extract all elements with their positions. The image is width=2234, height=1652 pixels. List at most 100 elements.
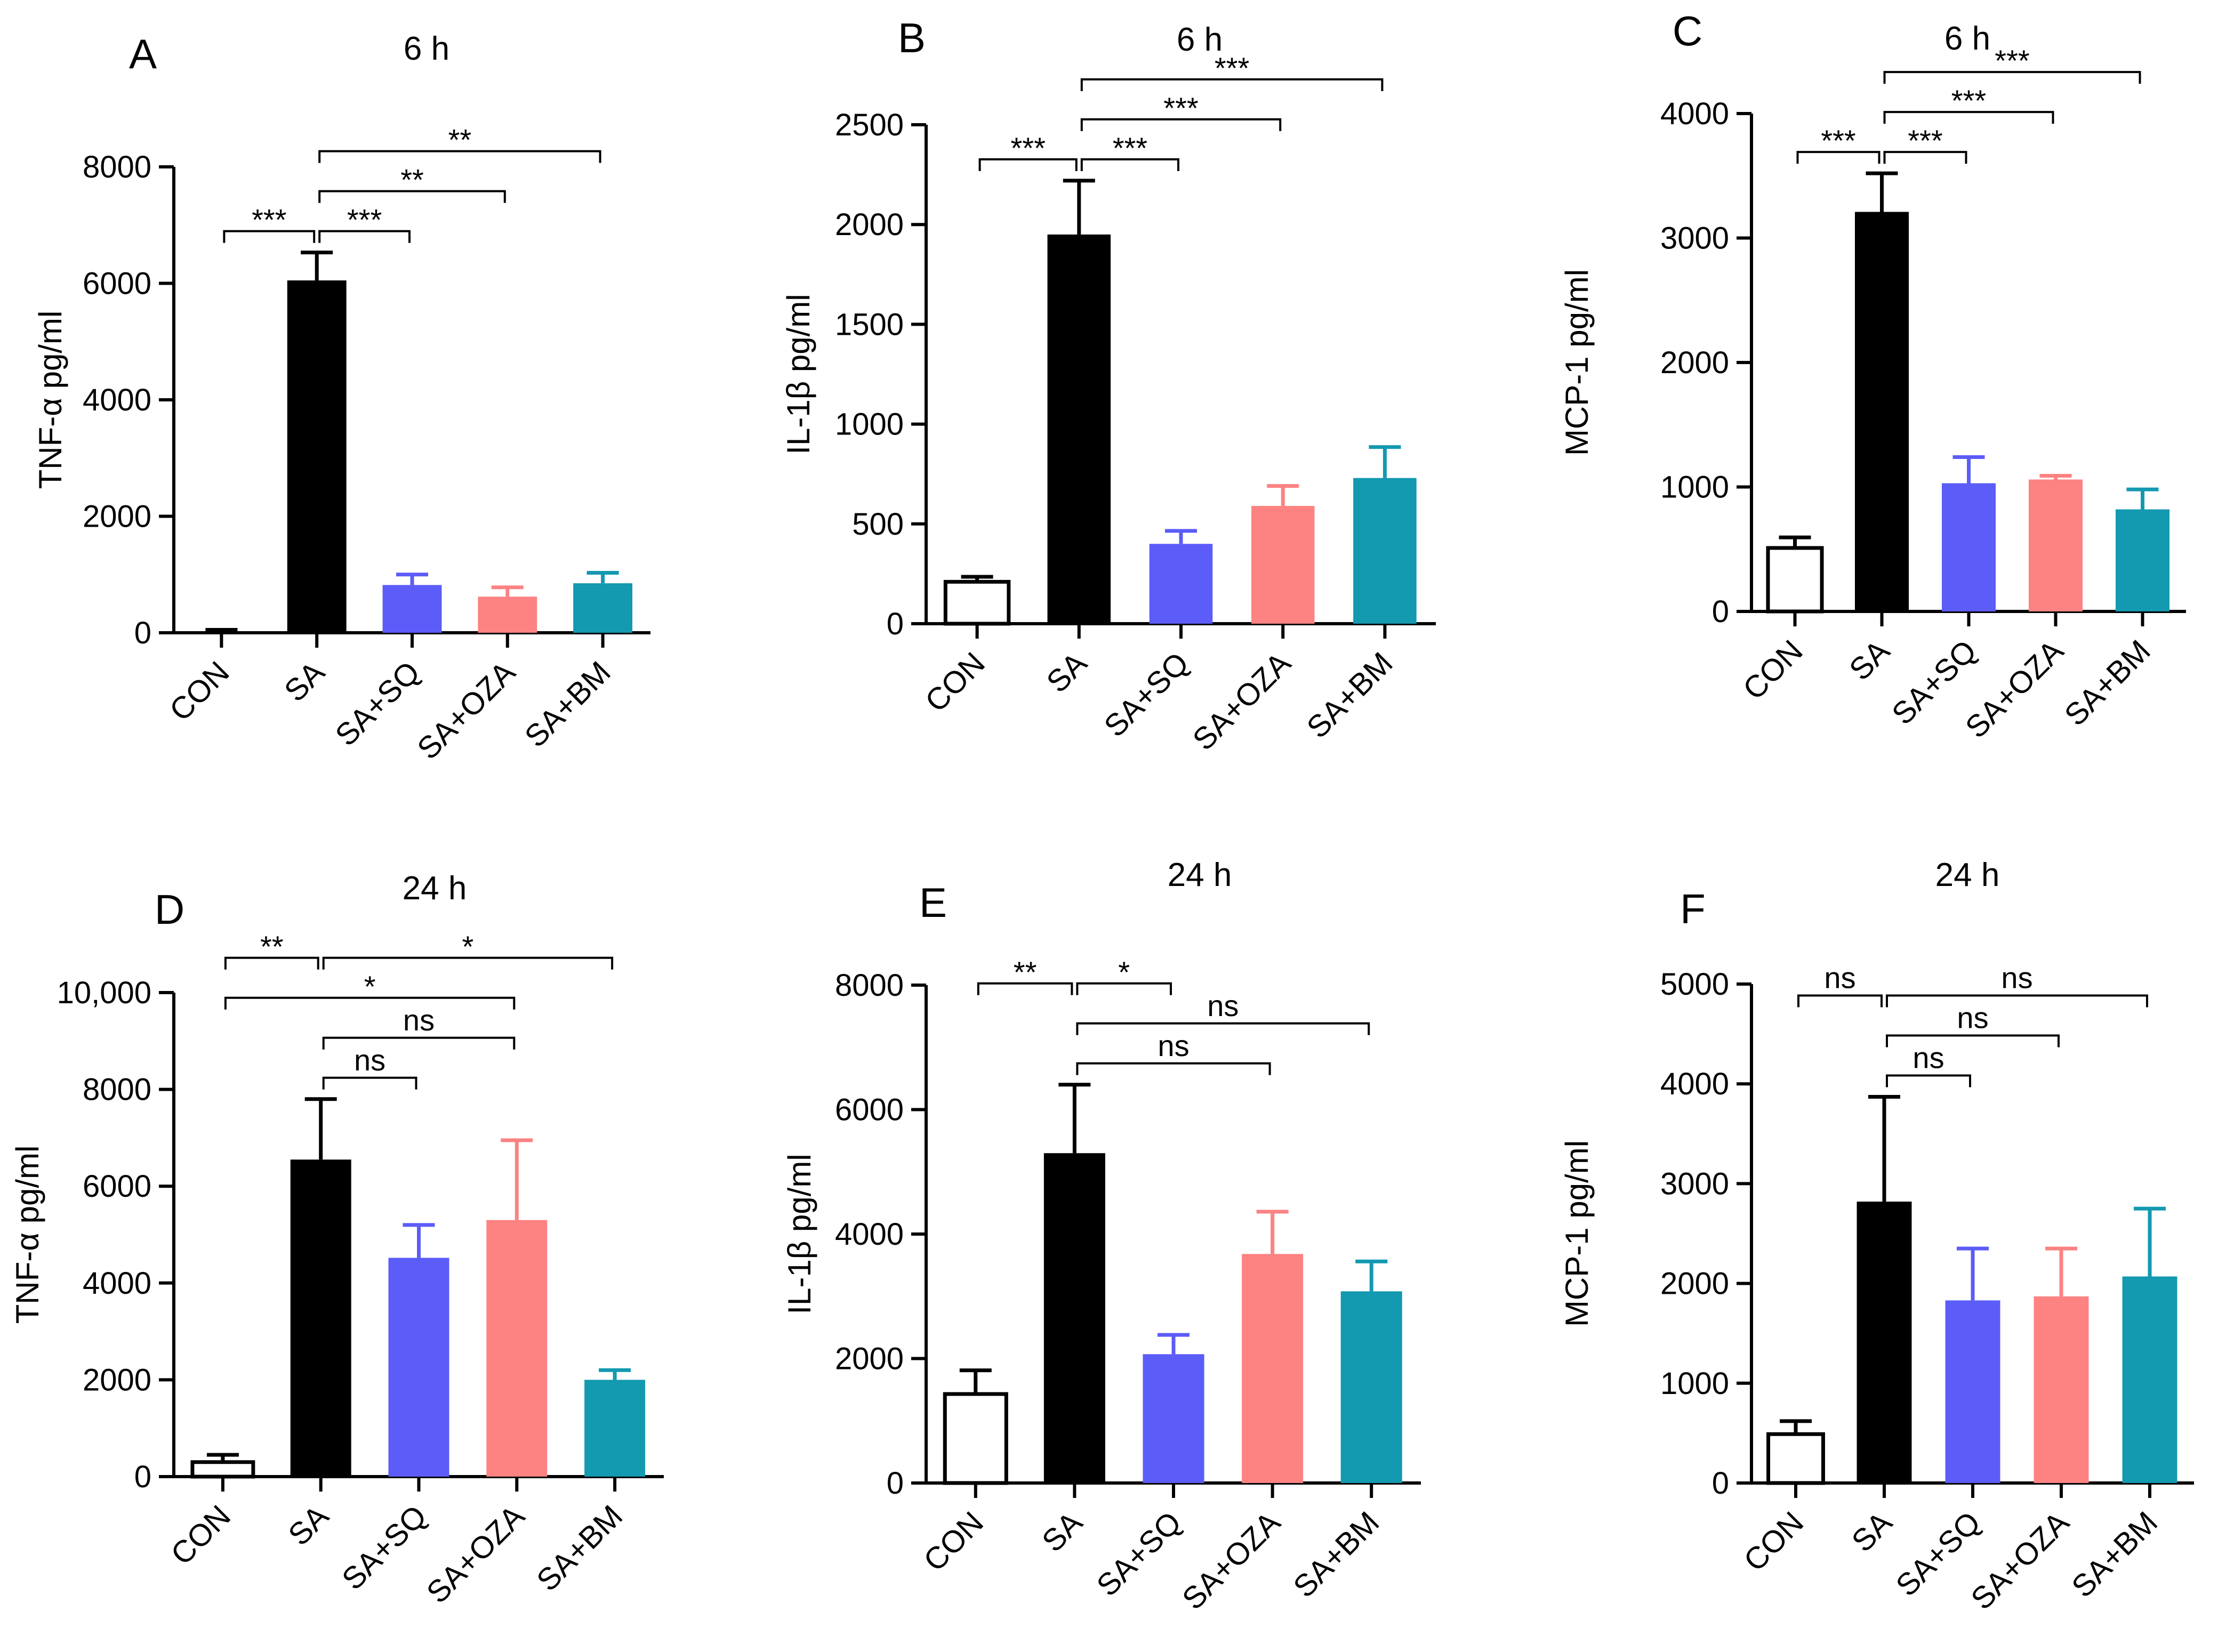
- bar-sa-oza-a: [478, 597, 537, 633]
- panel-b: B 6 h 0 500 1000 1500 2000 2500 IL-1β pg/ml CON SA…: [781, 14, 1436, 757]
- bar-sa-oza-b: [1251, 506, 1315, 624]
- significance-bracket-c: [1883, 111, 2054, 124]
- significance-bracket-e: [1076, 982, 1172, 995]
- x-tick-label-con-b: CON: [919, 646, 992, 719]
- panel-title-e: 24 h: [1168, 857, 1232, 893]
- significance-label-d: ns: [403, 1003, 435, 1037]
- x-tick-label-con-a: CON: [163, 655, 236, 728]
- x-tick-label-sa-bm-b: SA+BM: [1300, 646, 1399, 745]
- y-tick-label-d: 0: [134, 1460, 151, 1494]
- significance-bracket-a: [318, 230, 411, 243]
- x-tick-label-sa-oza-d: SA+OZA: [420, 1498, 532, 1610]
- significance-bracket-d: [224, 996, 516, 1010]
- y-tick-label-f: 1000: [1660, 1366, 1729, 1401]
- significance-label-b: ***: [1215, 51, 1249, 85]
- x-tick-label-con-f: CON: [1737, 1505, 1810, 1578]
- bar-sa-oza-d: [486, 1220, 548, 1477]
- significance-bracket-b: [1080, 78, 1384, 91]
- x-tick-label-sa-bm-f: SA+BM: [2065, 1505, 2164, 1604]
- bar-con-e: [943, 1392, 1008, 1485]
- y-tick-label-d: 8000: [83, 1073, 151, 1107]
- x-tick-label-sa-e: SA: [1035, 1505, 1089, 1559]
- y-tick-label-f: 3000: [1660, 1166, 1729, 1201]
- bar-sa-sq-e: [1143, 1354, 1204, 1483]
- bar-sa-e: [1043, 1153, 1105, 1483]
- bar-sa-oza-e: [1242, 1254, 1304, 1483]
- y-tick-label-d: 2000: [83, 1363, 151, 1397]
- y-axis-label-f: MCP-1 pg/ml: [1559, 1140, 1595, 1327]
- panel-title-a: 6 h: [404, 30, 449, 67]
- y-tick-label-c: 3000: [1660, 221, 1729, 256]
- bar-sa-d: [290, 1159, 351, 1477]
- significance-label-d: *: [462, 930, 474, 963]
- y-tick-label-e: 2000: [835, 1342, 904, 1376]
- panel-title-d: 24 h: [403, 870, 467, 907]
- significance-label-f: ns: [1912, 1041, 1944, 1075]
- bar-sa-c: [1854, 212, 1909, 612]
- significance-label-a: **: [448, 123, 472, 157]
- x-tick-label-sa-bm-e: SA+BM: [1287, 1505, 1386, 1604]
- significance-bracket-c: [1796, 151, 1881, 164]
- panel-letter-c: C: [1673, 7, 1702, 54]
- y-tick-label-c: 4000: [1660, 96, 1729, 131]
- bar-sa-sq-b: [1149, 544, 1213, 624]
- y-tick-label-d: 10,000: [57, 976, 151, 1010]
- x-tick-label-sa-oza-b: SA+OZA: [1186, 646, 1297, 757]
- bar-sa-sq-d: [388, 1258, 449, 1477]
- significance-bracket-a: [223, 230, 316, 243]
- significance-label-d: ns: [354, 1043, 385, 1077]
- significance-label-c: ***: [1951, 84, 1986, 117]
- bar-sa-bm-f: [2122, 1276, 2177, 1483]
- bar-sa-bm-c: [2115, 509, 2170, 611]
- y-tick-label-e: 4000: [835, 1217, 904, 1252]
- significance-bracket-d: [322, 1076, 417, 1090]
- significance-bracket-e: [1076, 1022, 1370, 1035]
- y-axis-label-e: IL-1β pg/ml: [782, 1154, 817, 1314]
- significance-bracket-a: [318, 150, 601, 163]
- bar-sa-sq-c: [1941, 483, 1996, 611]
- x-tick-label-sa-a: SA: [278, 655, 332, 708]
- panel-d: D 24 h 0 2000 4000 6000 8000 10,000 TNF-α pg/ml C…: [10, 870, 664, 1610]
- panel-title-f: 24 h: [1935, 857, 2000, 893]
- x-tick-label-sa-bm-a: SA+BM: [518, 655, 617, 754]
- y-tick-label-d: 6000: [83, 1169, 151, 1204]
- y-tick-label-f: 2000: [1660, 1267, 1729, 1301]
- y-tick-label-f: 5000: [1660, 967, 1729, 1002]
- significance-label-c: ***: [1821, 124, 1855, 157]
- significance-bracket-e: [1076, 1062, 1271, 1075]
- significance-bracket-b: [1080, 118, 1282, 131]
- bar-sa-oza-f: [2034, 1296, 2089, 1483]
- y-tick-label-b: 500: [852, 507, 904, 542]
- x-tick-label-sa-sq-e: SA+SQ: [1090, 1505, 1188, 1603]
- bar-sa-bm-d: [584, 1380, 646, 1477]
- x-tick-label-con-d: CON: [164, 1498, 237, 1572]
- y-tick-label-b: 2000: [835, 207, 904, 242]
- y-tick-label-e: 0: [887, 1466, 904, 1501]
- y-tick-label-a: 0: [134, 616, 151, 650]
- bar-sa-f: [1857, 1202, 1912, 1483]
- panel-title-b: 6 h: [1177, 21, 1223, 58]
- x-tick-label-con-e: CON: [917, 1505, 990, 1578]
- significance-bracket-f: [1886, 1034, 2060, 1047]
- bar-sa-b: [1047, 234, 1111, 624]
- significance-label-a: ***: [252, 203, 286, 237]
- x-tick-label-sa-sq-d: SA+SQ: [335, 1498, 433, 1597]
- bar-sa-bm-e: [1340, 1291, 1402, 1483]
- significance-label-b: ***: [1163, 91, 1198, 125]
- x-tick-label-sa-d: SA: [282, 1498, 335, 1552]
- panel-letter-a: A: [129, 30, 157, 77]
- x-tick-label-sa-oza-e: SA+OZA: [1176, 1505, 1287, 1616]
- significance-label-f: ns: [2001, 961, 2032, 995]
- significance-bracket-f: [1797, 994, 1883, 1008]
- significance-label-a: **: [400, 163, 424, 197]
- bar-sa-bm-a: [573, 583, 633, 633]
- y-tick-label-b: 1000: [835, 407, 904, 442]
- y-tick-label-e: 6000: [835, 1093, 904, 1127]
- y-tick-label-f: 4000: [1660, 1067, 1729, 1101]
- significance-label-e: ns: [1207, 989, 1239, 1022]
- x-tick-label-sa-bm-d: SA+BM: [530, 1498, 629, 1598]
- significance-label-f: ns: [1824, 961, 1855, 995]
- y-tick-label-c: 2000: [1660, 345, 1729, 380]
